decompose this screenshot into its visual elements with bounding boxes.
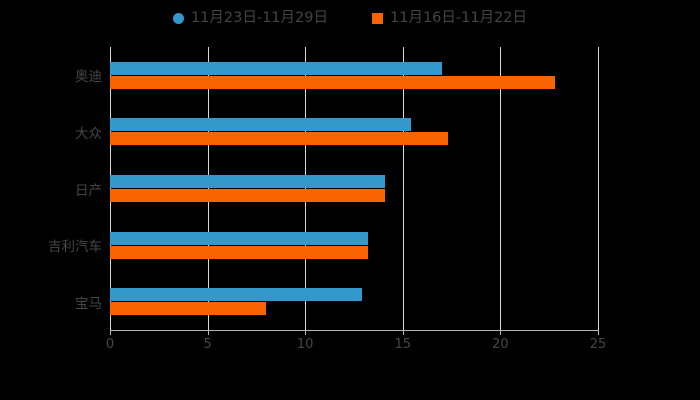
y-axis-tick-label: 大众: [75, 125, 102, 142]
x-axis-tick-mark: [207, 330, 209, 335]
x-axis-tick-label: 25: [589, 337, 607, 352]
legend-item-series-1[interactable]: 11月23日-11月29日: [172, 9, 328, 26]
x-axis-line: [110, 330, 599, 331]
bar-series-2[interactable]: [110, 132, 448, 146]
y-axis-tick-label: 日产: [75, 182, 102, 199]
y-axis-labels: 奥迪大众日产吉利汽车宝马: [0, 0, 102, 400]
legend-item-series-2[interactable]: 11月16日-11月22日: [372, 11, 527, 26]
y-axis-tick-label: 宝马: [75, 295, 102, 312]
legend-label-series-2: 11月16日-11月22日: [390, 9, 528, 26]
x-axis-tick-mark: [402, 330, 404, 335]
gridline: [500, 47, 502, 330]
x-axis-tick-mark: [500, 330, 502, 335]
x-axis-tick-label: 0: [105, 337, 115, 352]
bar-series-2[interactable]: [110, 245, 368, 259]
bar-series-1[interactable]: [110, 118, 411, 132]
gridline: [598, 47, 599, 330]
bar-series-1[interactable]: [110, 61, 442, 75]
gridline: [305, 47, 307, 330]
x-axis-tick-label: 10: [296, 337, 314, 352]
legend-square-marker-icon: [372, 12, 383, 24]
bar-series-2[interactable]: [110, 189, 386, 202]
gridline: [110, 47, 111, 330]
bar-series-2[interactable]: [110, 75, 556, 89]
bar-series-1[interactable]: [110, 175, 386, 188]
plot-area: [110, 47, 599, 330]
x-axis-tick-label: 20: [492, 337, 509, 352]
bar-series-1[interactable]: [110, 288, 362, 302]
x-axis-tick-mark: [305, 330, 307, 335]
bar-series-1[interactable]: [110, 231, 368, 245]
x-axis-tick-label: 5: [203, 337, 212, 352]
bar-series-2[interactable]: [110, 302, 267, 316]
legend-label-series-1: 11月23日-11月29日: [190, 9, 328, 26]
legend-circle-marker-icon: [172, 12, 184, 24]
y-axis-tick-label: 奥迪: [75, 69, 102, 86]
gridline: [402, 47, 404, 330]
x-axis-tick-mark: [110, 330, 111, 335]
y-axis-tick-label: 吉利汽车: [48, 239, 102, 256]
x-axis-tick-mark: [598, 330, 599, 335]
x-axis-tick-label: 15: [394, 337, 412, 352]
chart-legend: 11月23日-11月29日 11月16日-11月22日: [0, 6, 700, 30]
gridline: [207, 47, 209, 330]
